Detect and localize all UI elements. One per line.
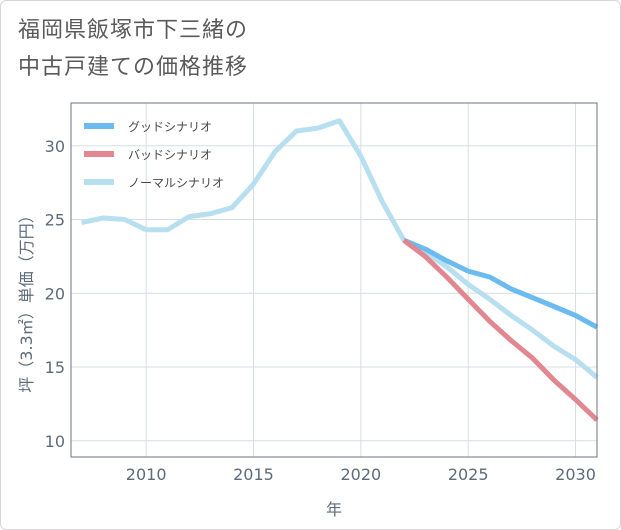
x-axis-label: 年 [326, 500, 342, 519]
chart-title: 福岡県飯塚市下三緒の 中古戸建ての価格推移 [18, 12, 248, 86]
x-tick-label: 2010 [126, 465, 167, 484]
chart-title-line-1: 福岡県飯塚市下三緒の [18, 18, 249, 43]
y-tick-label: 25 [45, 211, 65, 230]
legend-label-0: グッドシナリオ [128, 120, 212, 134]
x-tick-labels: 2010 2015 2020 2025 2030 [126, 465, 596, 484]
grid [71, 103, 597, 457]
series-line-0 [402, 237, 599, 330]
plot-border [70, 102, 598, 458]
plot-area [71, 103, 597, 457]
y-tick-label: 30 [45, 137, 65, 156]
y-tick-labels: 10 15 20 25 30 [45, 137, 65, 451]
x-tick-label: 2020 [340, 465, 381, 484]
y-tick-label: 10 [45, 432, 65, 451]
series-lines [81, 118, 599, 422]
y-tick-label: 15 [45, 358, 65, 377]
legend-label-1: バッドシナリオ [128, 148, 212, 162]
x-tick-label: 2030 [555, 465, 596, 484]
legend-label-2: ノーマルシナリオ [128, 176, 224, 190]
series-line-1 [402, 238, 599, 422]
x-tick-label: 2015 [233, 465, 274, 484]
y-tick-label: 20 [45, 284, 65, 303]
chart-title-line-2: 中古戸建ての価格推移 [18, 55, 249, 80]
x-tick-label: 2025 [448, 465, 489, 484]
series-line-2 [81, 118, 599, 380]
y-axis-label: 坪（3.3㎡）単価（万円） [17, 207, 36, 392]
